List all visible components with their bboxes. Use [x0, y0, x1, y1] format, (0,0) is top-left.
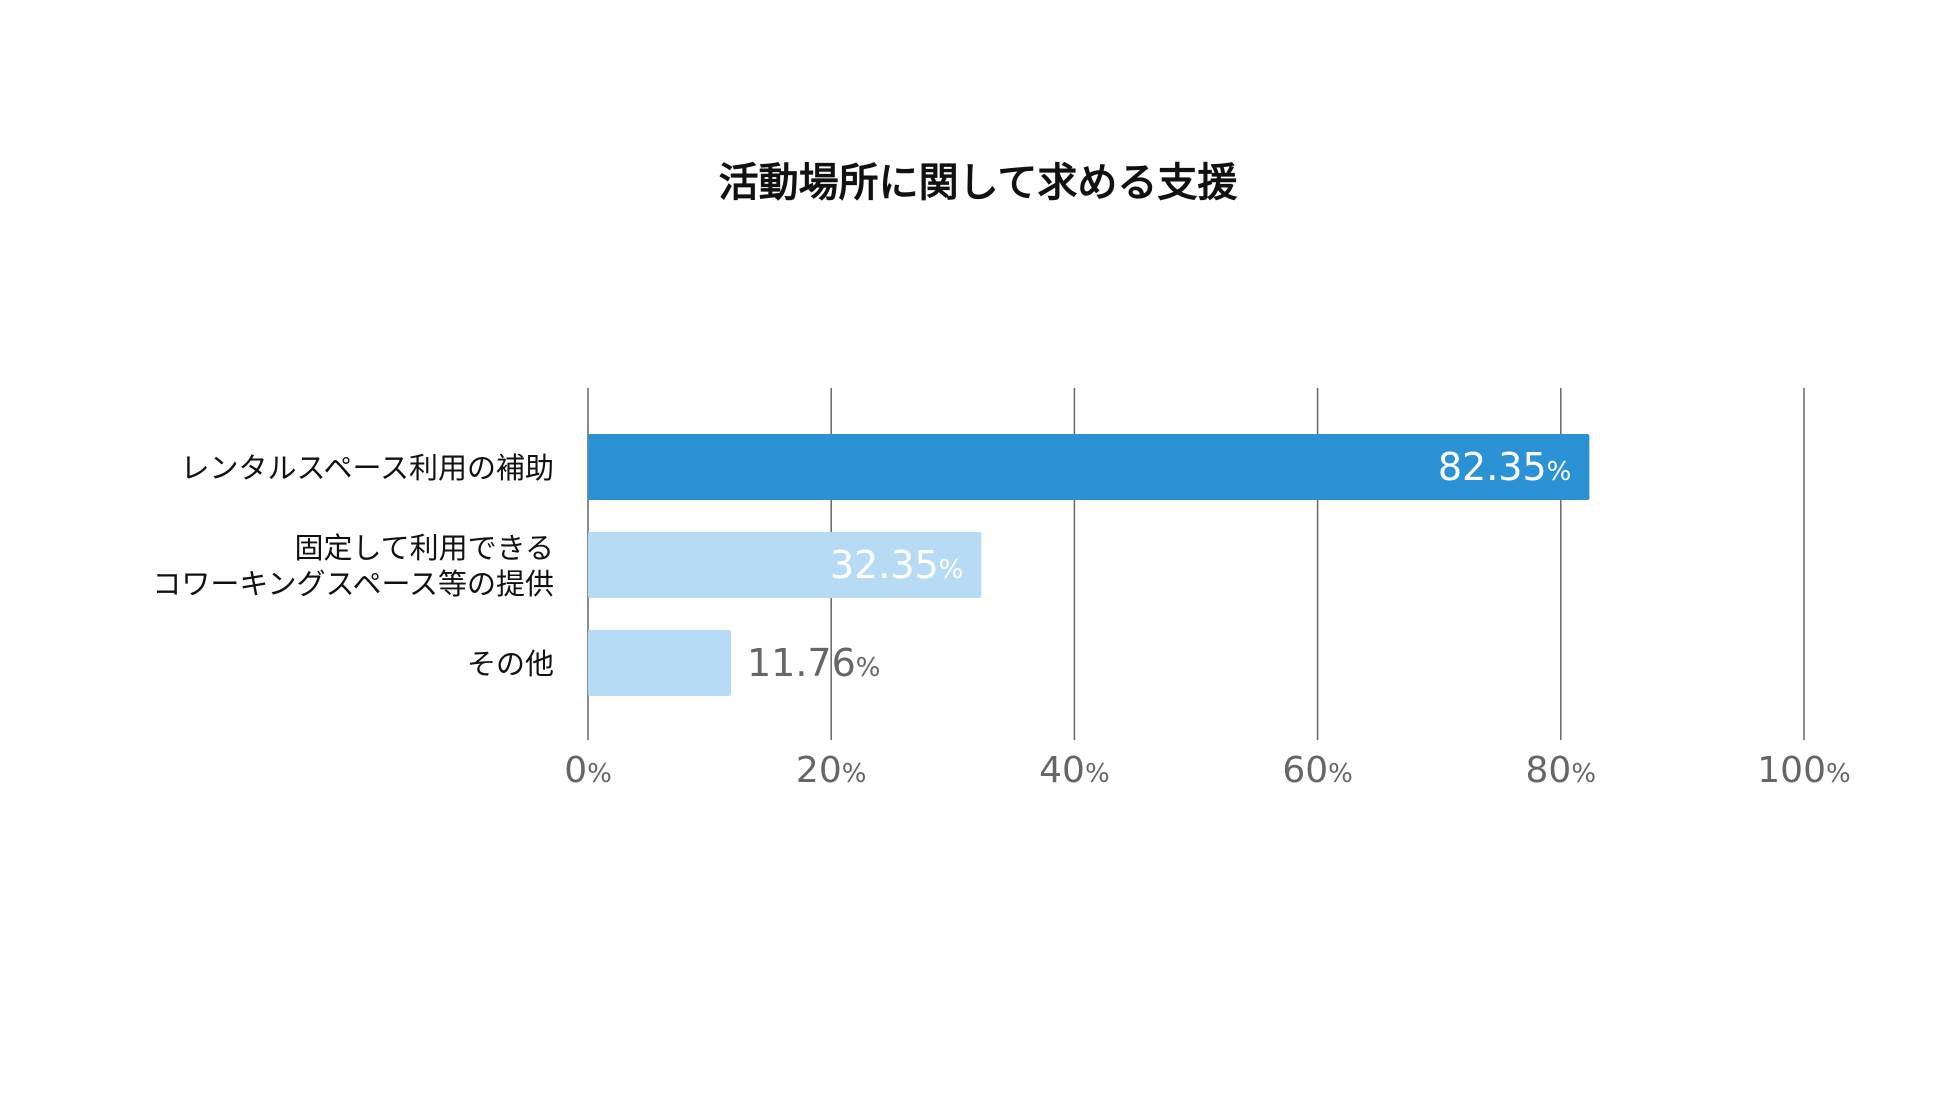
x-tick-label-80: 80%: [1526, 750, 1597, 791]
data-label-1: 32.35%: [830, 543, 964, 587]
bar-0: [588, 434, 1590, 500]
chart-title: 活動場所に関して求める支援: [719, 160, 1239, 206]
x-tick-label-100: 100%: [1757, 750, 1850, 791]
x-tick-label-40: 40%: [1039, 750, 1110, 791]
x-tick-label-60: 60%: [1282, 750, 1353, 791]
x-tick-labels: 0% 20% 40% 60% 80% 100%: [564, 750, 1851, 791]
category-label-1-line-1: コワーキングスペース等の提供: [152, 567, 554, 601]
x-tick-label-0: 0%: [564, 750, 612, 791]
category-label-2-line-0: その他: [467, 647, 554, 681]
bar-1: [588, 532, 982, 598]
x-tick-label-20: 20%: [796, 750, 867, 791]
data-label-2: 11.76%: [747, 641, 881, 685]
bars: [588, 434, 1590, 696]
bar-2: [588, 630, 732, 696]
category-label-1-line-0: 固定して利用できる: [294, 531, 554, 565]
data-labels: 82.35%32.35%11.76%: [747, 445, 1571, 685]
category-label-0-line-0: レンタルスペース利用の補助: [180, 451, 554, 485]
